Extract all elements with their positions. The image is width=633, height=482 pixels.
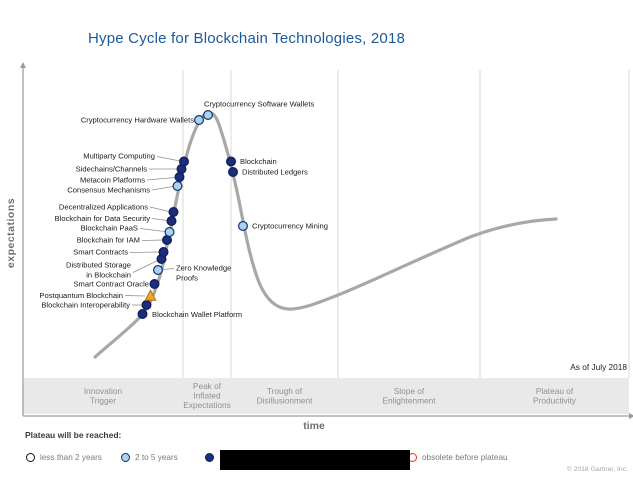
point-label-blockchain: Blockchain <box>240 157 277 166</box>
data-point-smart-contract-oracle <box>149 279 160 290</box>
hype-curve <box>93 111 558 359</box>
connector-multiparty-computing <box>156 156 181 162</box>
legend-item-label: less than 2 years <box>40 453 102 462</box>
point-label-smart-contract-oracle: Smart Contract Oracle <box>73 280 149 289</box>
data-point-postquantum-blockchain <box>144 289 157 301</box>
data-point-blockchain-interoperability <box>141 300 152 311</box>
point-label-blockchain-for-iam: Blockchain for IAM <box>77 236 140 245</box>
page-title: Hype Cycle for Blockchain Technologies, … <box>88 30 406 47</box>
connector-smart-contracts <box>129 251 160 253</box>
legend-item-2-to-5-years: 2 to 5 years <box>121 451 178 464</box>
data-point-blockchain-for-data-security <box>166 216 177 227</box>
point-label-multiparty-computing: Multiparty Computing <box>83 152 155 161</box>
phase-label-plateau-of-productivity: Plateau of Productivity <box>533 386 577 406</box>
point-label-metacoin-platforms: Metacoin Platforms <box>80 176 145 185</box>
legend-item-less-than-2-years: less than 2 years <box>26 451 102 464</box>
data-point-cryptocurrency-software-wallets <box>203 109 214 120</box>
copyright-note: © 2018 Gartner, Inc. <box>566 466 628 473</box>
point-label-blockchain-paas: Blockchain PaaS <box>81 224 138 233</box>
legend-item-redacted <box>205 451 219 464</box>
data-point-cryptocurrency-hardware-wallets <box>194 114 205 125</box>
point-label-consensus-mechanisms: Consensus Mechanisms <box>67 186 150 195</box>
y-axis-arrow-icon <box>20 62 26 68</box>
data-point-zero-knowledge-proofs <box>153 265 164 276</box>
point-label-decentralized-applications: Decentralized Applications <box>59 203 148 212</box>
point-label-cryptocurrency-hardware-wallets: Cryptocurrency Hardware Wallets <box>81 116 194 125</box>
connector-metacoin-platforms <box>146 177 176 181</box>
data-point-distributed-ledgers <box>228 167 239 178</box>
x-axis-arrow-icon <box>629 413 633 419</box>
point-label-postquantum-blockchain: Postquantum Blockchain <box>39 291 123 300</box>
point-label-zero-knowledge-proofs: Zero Knowledge Proofs <box>176 264 231 283</box>
connector-zero-knowledge-proofs <box>163 268 175 270</box>
point-label-cryptocurrency-mining: Cryptocurrency Mining <box>252 222 328 231</box>
connector-blockchain-for-iam <box>141 239 163 241</box>
x-axis-label: time <box>303 420 325 432</box>
data-point-blockchain-paas <box>164 227 175 238</box>
connector-distributed-storage-in-blockchain <box>132 260 158 273</box>
legend-darkblue-circle-icon <box>205 453 214 462</box>
point-label-sidechains-channels: Sidechains/Channels <box>76 165 148 174</box>
point-label-cryptocurrency-software-wallets: Cryptocurrency Software Wallets <box>204 100 314 109</box>
data-point-metacoin-platforms <box>174 172 185 183</box>
point-label-blockchain-wallet-platform: Blockchain Wallet Platform <box>152 310 242 319</box>
point-label-distributed-storage-in-blockchain: Distributed Storage in Blockchain <box>66 261 131 280</box>
connector-consensus-mechanisms <box>151 186 174 191</box>
legend-header: Plateau will be reached: <box>25 430 122 440</box>
data-point-smart-contracts <box>158 247 169 258</box>
phase-label-slope-of-enlightenment: Slope of Enlightenment <box>382 386 436 406</box>
data-point-blockchain <box>226 156 237 167</box>
legend-item-obsolete: obsolete before plateau <box>408 451 508 464</box>
point-label-blockchain-interoperability: Blockchain Interoperability <box>41 301 130 310</box>
phase-label-trough-of-disillusionment: Trough of Disillusionment <box>257 386 313 406</box>
connector-blockchain-paas <box>139 228 166 232</box>
data-point-decentralized-applications <box>168 207 179 218</box>
data-point-consensus-mechanisms <box>172 181 183 192</box>
data-point-cryptocurrency-mining <box>238 221 249 232</box>
connector-blockchain-for-data-security <box>151 218 168 221</box>
connector-postquantum-blockchain <box>124 295 146 297</box>
as-of-note: As of July 2018 <box>570 362 627 372</box>
data-point-multiparty-computing <box>179 156 190 167</box>
legend-item-label: 2 to 5 years <box>135 453 178 462</box>
point-label-smart-contracts: Smart Contracts <box>73 248 128 257</box>
legend-lightblue-circle-icon <box>121 453 130 462</box>
point-label-distributed-ledgers: Distributed Ledgers <box>242 168 308 177</box>
connector-decentralized-applications <box>149 206 170 212</box>
y-axis-label: expectations <box>5 198 17 268</box>
legend-item-label: obsolete before plateau <box>422 453 508 462</box>
point-label-blockchain-for-data-security: Blockchain for Data Security <box>55 214 151 223</box>
phase-band <box>23 378 629 414</box>
redaction-box <box>220 450 410 470</box>
phase-label-peak-of-inflated-expectations: Peak of Inflated Expectations <box>183 381 231 410</box>
phase-label-innovation-trigger: Innovation Trigger <box>84 386 123 406</box>
data-point-blockchain-wallet-platform <box>137 309 148 320</box>
legend-white-circle-icon <box>26 453 35 462</box>
